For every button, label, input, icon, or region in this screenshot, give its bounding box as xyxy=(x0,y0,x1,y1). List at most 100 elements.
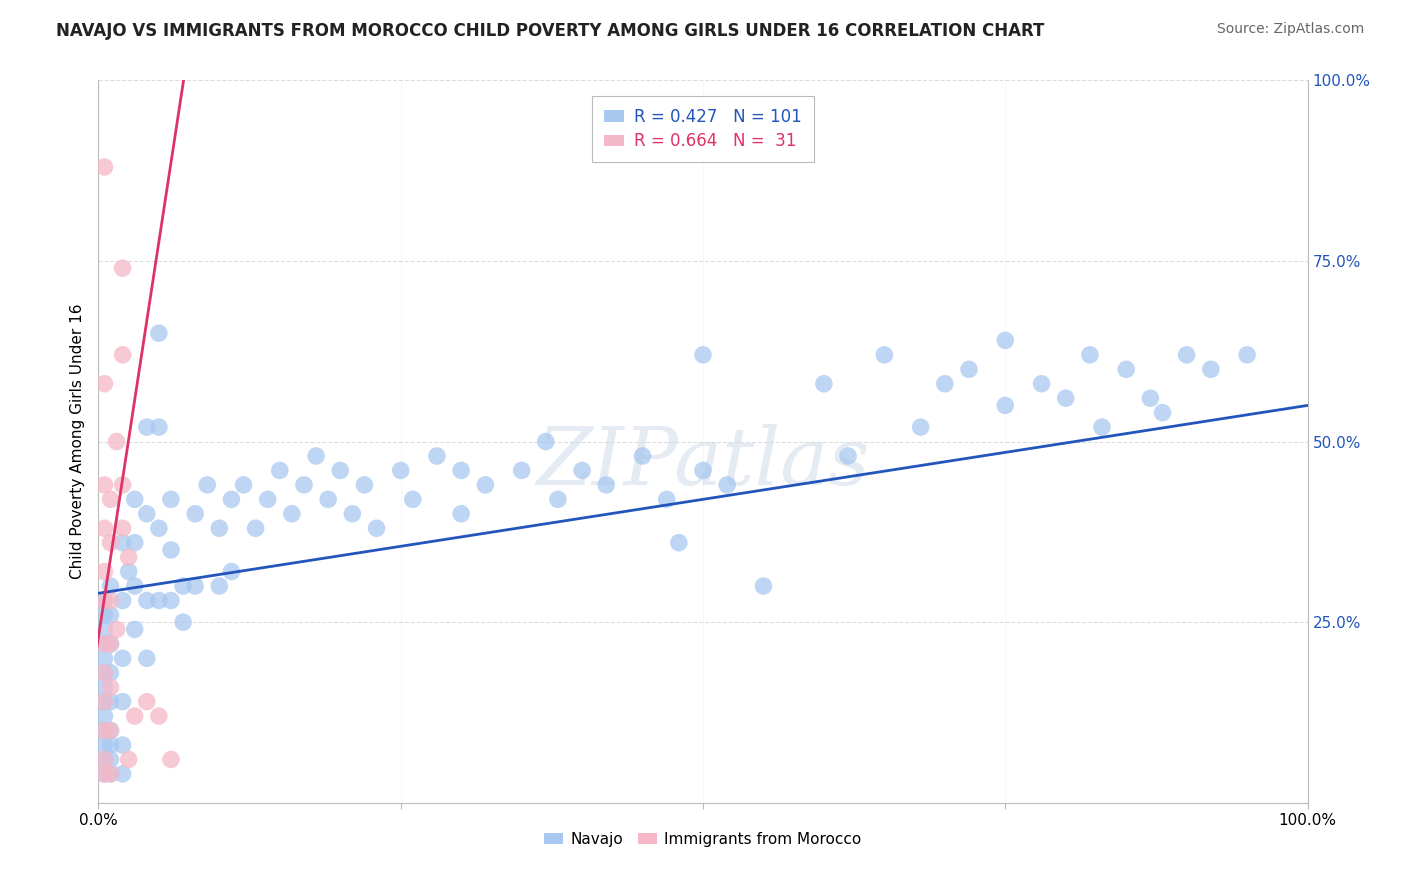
Point xyxy=(1175,348,1198,362)
Point xyxy=(100,665,122,680)
Point xyxy=(160,752,183,766)
Point xyxy=(93,723,115,738)
Point xyxy=(124,535,146,549)
Point xyxy=(668,535,690,549)
Point xyxy=(1091,420,1114,434)
Point xyxy=(93,593,115,607)
Point xyxy=(124,709,146,723)
Point xyxy=(100,593,122,607)
Point xyxy=(100,723,122,738)
Point xyxy=(813,376,835,391)
Point xyxy=(245,521,267,535)
Point xyxy=(100,752,122,766)
Point xyxy=(305,449,328,463)
Point xyxy=(111,767,134,781)
Point xyxy=(93,767,115,781)
Point xyxy=(342,507,364,521)
Point xyxy=(716,478,738,492)
Point xyxy=(353,478,375,492)
Point xyxy=(93,565,115,579)
Point xyxy=(124,623,146,637)
Point xyxy=(93,651,115,665)
Point xyxy=(100,767,122,781)
Point xyxy=(221,565,243,579)
Point xyxy=(595,478,617,492)
Point xyxy=(1115,362,1137,376)
Point xyxy=(111,651,134,665)
Point xyxy=(93,723,115,738)
Point xyxy=(269,463,291,477)
Point xyxy=(910,420,932,434)
Point xyxy=(184,579,207,593)
Point xyxy=(93,623,115,637)
Point xyxy=(160,492,183,507)
Point xyxy=(93,478,115,492)
Point xyxy=(93,709,115,723)
Point xyxy=(93,752,115,766)
Point xyxy=(100,607,122,622)
Point xyxy=(208,579,231,593)
Point xyxy=(994,334,1017,348)
Point xyxy=(571,463,593,477)
Point xyxy=(692,463,714,477)
Point xyxy=(111,521,134,535)
Point xyxy=(221,492,243,507)
Point xyxy=(100,535,122,549)
Point xyxy=(93,593,115,607)
Point xyxy=(1054,391,1077,405)
Point xyxy=(195,478,218,492)
Point xyxy=(100,723,122,738)
Point xyxy=(135,593,157,607)
Point xyxy=(100,680,122,694)
Point xyxy=(474,478,496,492)
Point xyxy=(118,565,141,579)
Point xyxy=(135,651,157,665)
Point xyxy=(100,738,122,752)
Point xyxy=(389,463,412,477)
Point xyxy=(124,579,146,593)
Point xyxy=(534,434,557,449)
Point xyxy=(281,507,304,521)
Point xyxy=(160,593,183,607)
Point xyxy=(111,478,134,492)
Point xyxy=(111,738,134,752)
Point xyxy=(100,767,122,781)
Point xyxy=(118,550,141,565)
Point xyxy=(148,326,170,340)
Point xyxy=(93,607,115,622)
Point xyxy=(256,492,278,507)
Point xyxy=(292,478,315,492)
Point xyxy=(111,261,134,276)
Point xyxy=(111,535,134,549)
Point xyxy=(105,623,128,637)
Point xyxy=(837,449,859,463)
Point xyxy=(118,752,141,766)
Point xyxy=(93,695,115,709)
Point xyxy=(93,665,115,680)
Point xyxy=(160,542,183,557)
Point xyxy=(93,160,115,174)
Point xyxy=(316,492,339,507)
Point xyxy=(93,738,115,752)
Point xyxy=(93,521,115,535)
Point xyxy=(934,376,956,391)
Point xyxy=(752,579,775,593)
Text: Source: ZipAtlas.com: Source: ZipAtlas.com xyxy=(1216,22,1364,37)
Point xyxy=(655,492,678,507)
Point xyxy=(135,695,157,709)
Point xyxy=(547,492,569,507)
Point xyxy=(184,507,207,521)
Point xyxy=(148,521,170,535)
Point xyxy=(692,348,714,362)
Legend: Navajo, Immigrants from Morocco: Navajo, Immigrants from Morocco xyxy=(538,826,868,853)
Point xyxy=(232,478,254,492)
Point xyxy=(1199,362,1222,376)
Point xyxy=(510,463,533,477)
Point xyxy=(93,665,115,680)
Point xyxy=(100,492,122,507)
Point xyxy=(366,521,388,535)
Point xyxy=(100,637,122,651)
Text: ZIPatlas: ZIPatlas xyxy=(536,425,870,502)
Point xyxy=(994,398,1017,412)
Point xyxy=(1078,348,1101,362)
